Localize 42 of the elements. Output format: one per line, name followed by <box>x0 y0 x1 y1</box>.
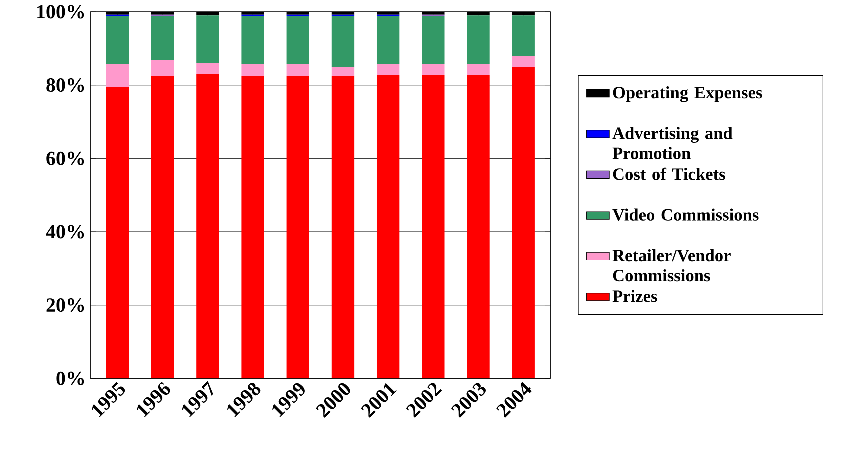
bar <box>467 75 490 379</box>
bar <box>512 16 535 56</box>
bar <box>286 64 310 76</box>
y-tick-label: 0% <box>56 372 84 386</box>
legend-label: Video Commissions <box>612 208 759 222</box>
bar <box>152 16 174 60</box>
bar <box>286 16 310 64</box>
bar <box>196 74 220 379</box>
bar <box>332 76 355 379</box>
bar <box>376 16 400 64</box>
bar <box>196 16 220 63</box>
bar <box>422 75 445 379</box>
bar <box>376 64 400 76</box>
bar <box>152 76 174 379</box>
bar <box>196 62 220 74</box>
legend-label: Operating Expenses <box>613 86 762 102</box>
bar <box>242 16 264 64</box>
bar <box>512 56 535 67</box>
bar <box>332 16 355 67</box>
bar <box>467 64 490 76</box>
bar <box>242 64 264 76</box>
bar <box>422 16 445 64</box>
legend-label: Advertising and Promotion <box>612 127 733 160</box>
y-tick-label: 100% <box>38 5 84 19</box>
bar <box>106 64 130 88</box>
bar <box>242 76 264 379</box>
bar <box>106 16 130 64</box>
bar <box>332 66 355 76</box>
bar <box>286 76 310 379</box>
legend-label: Retailer/Vendor Commissions <box>612 249 731 282</box>
legend-label: Cost of Tickets <box>613 168 726 180</box>
y-tick-label: 80% <box>46 78 84 92</box>
bar <box>422 64 445 76</box>
legend-label: Prizes <box>612 290 658 302</box>
y-tick-label: 60% <box>46 152 84 166</box>
bar <box>512 66 535 379</box>
bar <box>467 16 490 64</box>
y-tick-label: 40% <box>46 225 84 239</box>
bar <box>376 75 400 379</box>
bar <box>152 60 174 76</box>
y-tick-label: 20% <box>46 298 84 312</box>
bar <box>106 88 130 379</box>
